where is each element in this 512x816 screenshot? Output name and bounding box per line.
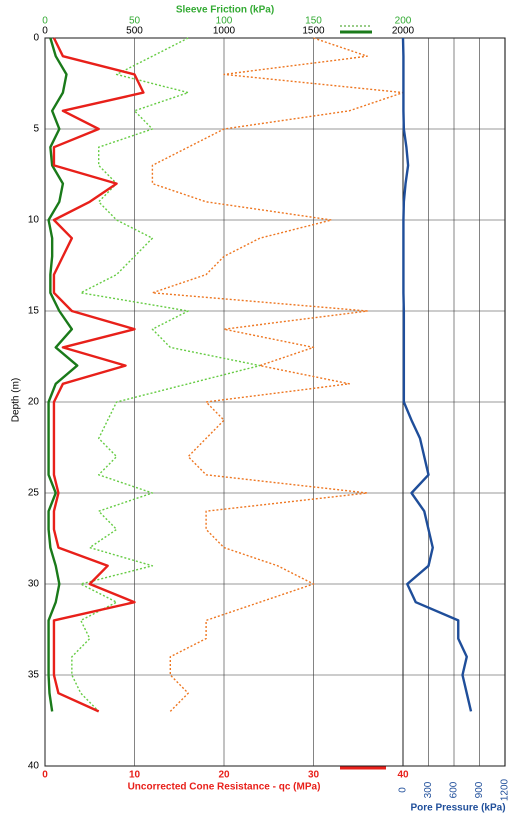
series-line	[401, 37, 473, 712]
x3-tick-label: 1000	[213, 26, 236, 37]
x3-tick-label: 1500	[302, 26, 325, 37]
y-tick-label: 15	[28, 306, 40, 317]
x-axis-title: Uncorrected Cone Resistance - qc (MPa)	[128, 782, 321, 793]
x2-tick-label: 200	[395, 16, 412, 27]
y-tick-label: 10	[28, 215, 40, 226]
y-tick-label: 25	[28, 488, 40, 499]
y-tick-label: 40	[28, 761, 40, 772]
chart-title: Sleeve Friction (kPa)	[176, 5, 274, 16]
x3-tick-label: 0	[42, 26, 48, 37]
series-line	[52, 37, 145, 713]
series-line	[47, 37, 79, 712]
x3-tick-label: 500	[126, 26, 143, 37]
series-line	[151, 37, 404, 712]
x-tick-label: 0	[42, 770, 48, 781]
pore-tick-label: 300	[423, 781, 434, 798]
x2-tick-label: 50	[129, 16, 141, 27]
pore-tick-label: 600	[449, 781, 460, 798]
pore-axis-title: Pore Pressure (kPa)	[410, 803, 505, 814]
x-tick-label: 10	[129, 770, 141, 781]
y-tick-label: 35	[28, 670, 40, 681]
x3-tick-label: 2000	[392, 26, 415, 37]
series-line	[71, 37, 261, 712]
y-axis-title: Depth (m)	[11, 378, 22, 422]
x-tick-label: 20	[218, 770, 230, 781]
pore-tick-label: 0	[398, 787, 409, 793]
y-tick-label: 30	[28, 579, 40, 590]
x-tick-label: 40	[397, 770, 409, 781]
pore-tick-label: 900	[474, 781, 485, 798]
x2-tick-label: 0	[42, 16, 48, 27]
y-tick-label: 0	[33, 33, 39, 44]
pore-tick-label: 1200	[500, 778, 511, 801]
y-tick-label: 20	[28, 397, 40, 408]
y-tick-label: 5	[33, 124, 39, 135]
x2-tick-label: 100	[216, 16, 233, 27]
x-tick-label: 30	[308, 770, 320, 781]
x2-tick-label: 150	[305, 16, 322, 27]
